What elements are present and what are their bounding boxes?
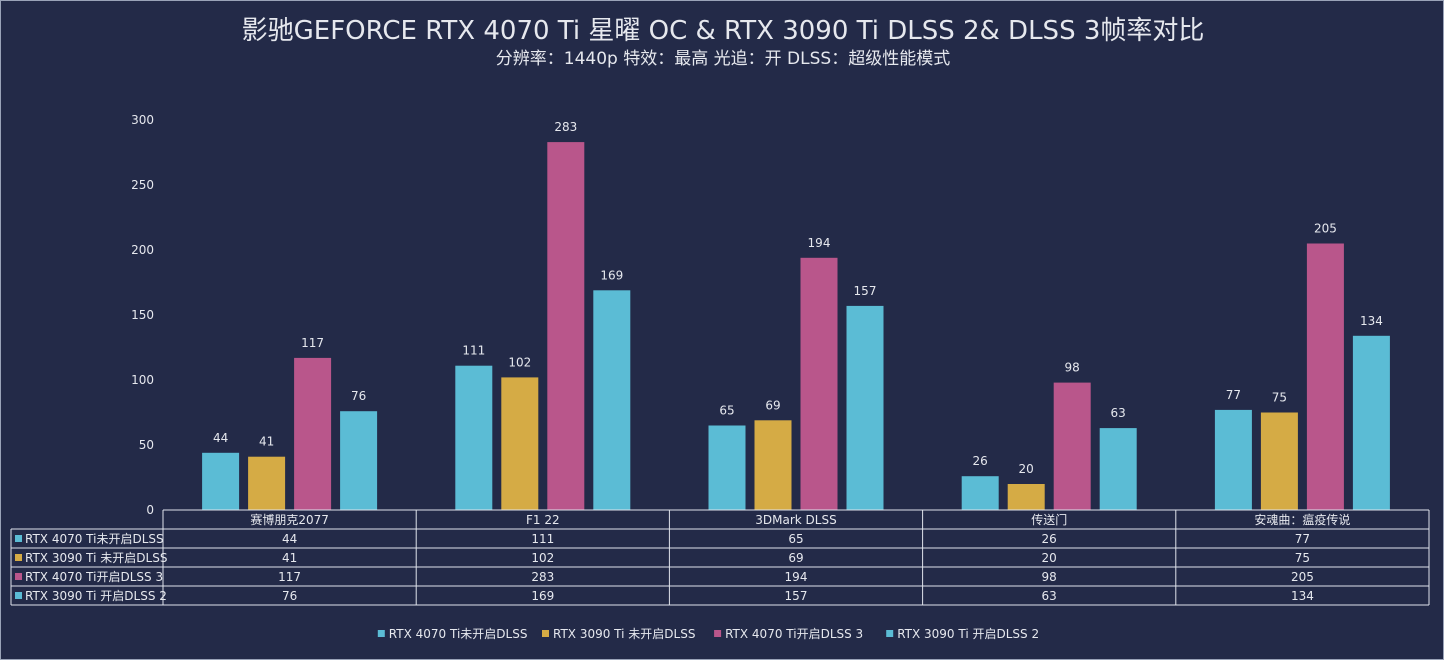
bar <box>547 142 585 510</box>
table-cell-value: 117 <box>278 570 301 584</box>
y-tick-label: 50 <box>139 438 154 452</box>
table-cell-value: 63 <box>1042 589 1057 603</box>
table-cell-value: 134 <box>1291 589 1314 603</box>
data-label: 65 <box>719 404 734 418</box>
table-cell-value: 205 <box>1291 570 1314 584</box>
data-label: 98 <box>1065 361 1080 375</box>
legend-swatch <box>542 630 549 637</box>
table-cell-value: 283 <box>531 570 554 584</box>
table-series-name: RTX 3090 Ti 开启DLSS 2 <box>25 589 167 603</box>
data-label: 44 <box>213 431 228 445</box>
data-label: 63 <box>1111 406 1126 420</box>
data-label: 76 <box>351 389 366 403</box>
bar <box>1053 382 1091 510</box>
table-cell-value: 76 <box>282 589 297 603</box>
table-series-name: RTX 4070 Ti开启DLSS 3 <box>25 570 163 584</box>
y-tick-label: 200 <box>131 243 154 257</box>
category-label: 3DMark DLSS <box>755 513 836 527</box>
bar <box>1260 412 1298 510</box>
data-label: 26 <box>973 454 988 468</box>
bar <box>1352 335 1390 510</box>
table-cell-value: 20 <box>1042 551 1057 565</box>
category-label: 安魂曲：瘟疫传说 <box>1254 512 1350 527</box>
bar <box>455 365 493 510</box>
table-series-name: RTX 4070 Ti未开启DLSS <box>25 532 164 546</box>
bar <box>800 257 838 510</box>
bar <box>294 357 332 510</box>
bar <box>501 377 539 510</box>
table-cell-value: 98 <box>1042 570 1057 584</box>
y-tick-label: 0 <box>146 503 154 517</box>
bar <box>248 456 286 510</box>
data-label: 134 <box>1360 314 1383 328</box>
legend-label: RTX 3090 Ti 未开启DLSS <box>553 627 695 641</box>
bar <box>846 305 884 510</box>
table-cell-value: 102 <box>531 551 554 565</box>
data-label: 69 <box>765 398 780 412</box>
data-label: 75 <box>1272 391 1287 405</box>
bar <box>593 290 631 510</box>
data-label: 117 <box>301 336 324 350</box>
bar <box>202 452 240 510</box>
data-label: 283 <box>554 120 577 134</box>
bar <box>961 476 999 510</box>
table-cell-value: 169 <box>531 589 554 603</box>
bar <box>1214 409 1252 510</box>
series-key-swatch <box>15 535 22 542</box>
table-cell-value: 69 <box>788 551 803 565</box>
table-cell-value: 26 <box>1042 532 1057 546</box>
table-series-name: RTX 3090 Ti 未开启DLSS <box>25 551 167 565</box>
chart-title: 影驰GEFORCE RTX 4070 Ti 星曜 OC & RTX 3090 T… <box>241 16 1205 46</box>
table-cell-value: 194 <box>785 570 808 584</box>
series-key-swatch <box>15 554 22 561</box>
bar <box>1007 484 1045 510</box>
data-label: 169 <box>600 268 623 282</box>
data-label: 102 <box>508 355 531 369</box>
series-key-swatch <box>15 573 22 580</box>
legend-swatch <box>377 630 385 637</box>
table-cell-value: 157 <box>785 589 808 603</box>
category-label: F1 22 <box>526 513 560 527</box>
y-tick-label: 150 <box>131 308 154 322</box>
data-label: 157 <box>854 284 877 298</box>
category-label: 赛博朋克2077 <box>250 512 329 527</box>
bar <box>754 420 792 510</box>
y-tick-label: 100 <box>131 373 154 387</box>
chart-subtitle: 分辨率：1440p 特效：最高 光追：开 DLSS：超级性能模式 <box>495 49 951 69</box>
table-cell-value: 111 <box>531 532 554 546</box>
legend-label: RTX 4070 Ti开启DLSS 3 <box>725 627 863 641</box>
y-tick-label: 300 <box>131 113 154 127</box>
data-label: 41 <box>259 435 274 449</box>
bar <box>708 425 746 510</box>
data-label: 20 <box>1019 462 1034 476</box>
legend-swatch <box>886 630 894 637</box>
table-cell-value: 41 <box>282 551 297 565</box>
table-cell-value: 44 <box>282 532 297 546</box>
table-cell-value: 77 <box>1295 532 1310 546</box>
bar <box>340 411 378 510</box>
table-cell-value: 65 <box>788 532 803 546</box>
legend-swatch <box>714 630 722 637</box>
category-label: 传送门 <box>1031 512 1067 527</box>
legend-label: RTX 4070 Ti未开启DLSS <box>389 627 528 641</box>
table-cell-value: 75 <box>1295 551 1310 565</box>
data-label: 111 <box>462 344 485 358</box>
data-label: 77 <box>1226 388 1241 402</box>
series-key-swatch <box>15 592 22 599</box>
legend-label: RTX 3090 Ti 开启DLSS 2 <box>897 627 1039 641</box>
bar <box>1306 243 1344 510</box>
bar <box>1099 428 1137 510</box>
data-label: 194 <box>808 236 831 250</box>
data-label: 205 <box>1314 222 1337 236</box>
y-tick-label: 250 <box>131 178 154 192</box>
